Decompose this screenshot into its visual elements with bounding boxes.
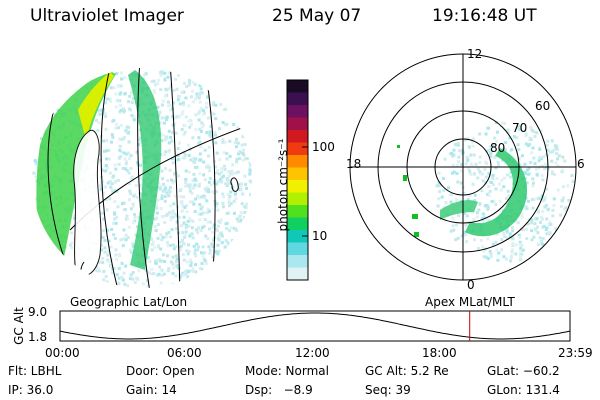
timeline-xtick-1200: 12:00 [295,346,330,360]
polar-aurora-oval [465,148,528,237]
colorbar-segment [287,230,308,243]
info-flt: Flt: LBHL [8,364,62,378]
time-label: 19:16:48 UT [432,6,537,26]
instrument-title: Ultraviolet Imager [30,6,184,26]
polar-image-panel [349,53,577,281]
info-glat: GLat: −60.2 [487,364,560,378]
mlt-label-6: 6 [577,157,585,171]
mlt-label-18: 18 [346,157,362,171]
polar-diffuse-emission [435,121,576,263]
timeline-ylabel: GC Alt [12,307,26,345]
colorbar-segment [287,80,308,93]
altitude-timeline [59,310,571,342]
info-gain: Gain: 14 [126,383,177,397]
colorbar-segment [287,205,308,218]
colorbar-segment [287,117,308,131]
info-seq: Seq: 39 [365,383,411,397]
colorbar [287,80,308,281]
timeline-xtick-1800: 18:00 [422,346,457,360]
info-mode: Mode: Normal [245,364,329,378]
date-label: 25 May 07 [272,6,362,26]
geo-aurora-band-mid [128,70,162,270]
colorbar-segment [287,192,308,206]
lat-label-60: 60 [535,99,551,113]
lat-label-70: 70 [512,121,528,135]
colorbar-segment [287,167,308,181]
timeline-ytick-max: 9.0 [28,305,48,319]
info-gc-alt: GC Alt: 5.2 Re [365,364,449,378]
mlt-label-12: 12 [467,47,483,61]
info-ip: IP: 36.0 [8,383,54,397]
colorbar-segment [287,142,308,156]
colorbar-segment [287,105,308,118]
colorbar-segment [287,217,308,231]
info-door: Door: Open [126,364,195,378]
mlt-label-0: 0 [467,278,475,292]
info-dsp: Dsp: −8.9 [245,383,313,397]
polar-panel-label: Apex MLat/MLT [425,295,515,309]
timeline-xtick-0600: 06:00 [167,346,202,360]
colorbar-segment [287,242,308,256]
colorbar-segment [287,267,308,281]
geo-aurora-band-left-core [78,72,114,140]
info-glon: GLon: 131.4 [487,383,560,397]
geo-panel-label: Geographic Lat/Lon [70,295,188,309]
colorbar-segment [287,180,308,193]
timeline-xtick-2359: 23:59 [558,346,593,360]
geo-image-panel [32,68,252,288]
lat-label-80: 80 [490,141,506,155]
colorbar-tick-10: 10 [312,229,328,243]
timeline-xtick-0000: 00:00 [45,346,80,360]
timeline-ytick-min: 1.8 [28,330,48,344]
colorbar-segment [287,255,308,268]
colorbar-segment [287,130,308,143]
colorbar-tick-100: 100 [312,140,335,154]
colorbar-segment [287,92,308,106]
colorbar-unit-label: photon cm⁻²s⁻¹ [276,138,290,232]
colorbar-segment [287,155,308,168]
